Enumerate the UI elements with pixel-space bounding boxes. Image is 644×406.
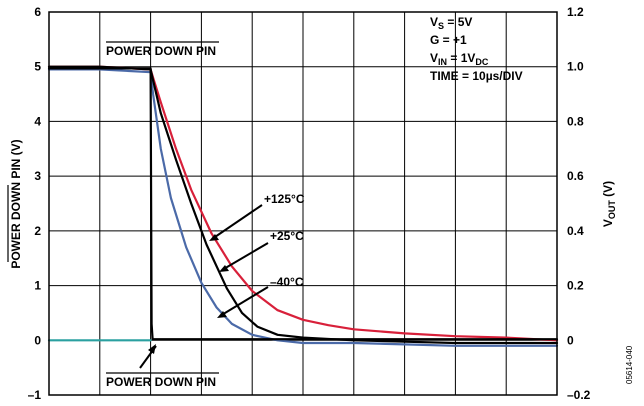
y-left-tick-label: 4 <box>34 114 41 128</box>
y-right-axis-label: VOUT (V) <box>601 181 617 227</box>
y-left-tick-label: 5 <box>34 60 41 74</box>
y-left-axis-label: POWER DOWN PIN (V) <box>9 139 23 268</box>
label-125c: +125°C <box>264 192 305 206</box>
y-right-tick-label: 0.2 <box>567 279 584 293</box>
y-right-tick-label: 1.2 <box>567 5 584 19</box>
label-25c: +25°C <box>270 229 304 243</box>
arrow-25c <box>221 242 269 271</box>
series-line-25-c <box>47 65 559 345</box>
tick-labels: 6 5 4 3 2 1 0 –1 1.2 1.0 0.8 0.6 0.4 0.2 0 –0.2 <box>28 5 591 402</box>
condition-time: TIME = 10µs/DIV <box>430 69 523 83</box>
y-right-tick-label: 0.8 <box>567 114 584 128</box>
arrow-125c <box>211 204 263 240</box>
y-left-tick-label: 0 <box>34 333 41 347</box>
arrowhead-25c <box>219 265 229 272</box>
test-conditions: VS = 5V G = +1 VIN = 1VDC TIME = 10µs/DI… <box>430 15 523 83</box>
bottom-pin-arrowhead <box>148 344 156 354</box>
top-power-down-label: POWER DOWN PIN <box>106 44 216 58</box>
y-right-tick-label: 1.0 <box>567 60 584 74</box>
label-m40c: –40°C <box>270 275 304 289</box>
y-left-tick-label: 2 <box>34 224 41 238</box>
plot-frame <box>48 11 558 396</box>
y-right-tick-label: 0.6 <box>567 169 584 183</box>
y-right-tick-label: –0.2 <box>567 388 591 402</box>
figure-id: 05614-040 <box>625 345 634 384</box>
y-left-tick-label: –1 <box>28 388 42 402</box>
y-left-tick-label: 6 <box>34 5 41 19</box>
series-line-power-down-pin <box>47 67 559 341</box>
annotations: POWER DOWN PIN POWER DOWN PIN +125°C +25… <box>106 41 305 389</box>
bottom-power-down-label: POWER DOWN PIN <box>106 375 216 389</box>
arrowhead-125c <box>209 234 219 241</box>
y-right-tick-label: 0 <box>567 333 574 347</box>
arrowhead-m40c <box>217 311 227 318</box>
y-right-tick-label: 0.4 <box>567 224 584 238</box>
condition-vs: VS = 5V <box>430 15 472 31</box>
y-left-tick-label: 3 <box>34 169 41 183</box>
condition-gain: G = +1 <box>430 33 467 47</box>
y-left-tick-label: 1 <box>34 279 41 293</box>
arrow-m40c <box>219 286 269 317</box>
condition-vin: VIN = 1VDC <box>430 51 489 67</box>
grid <box>49 12 557 395</box>
